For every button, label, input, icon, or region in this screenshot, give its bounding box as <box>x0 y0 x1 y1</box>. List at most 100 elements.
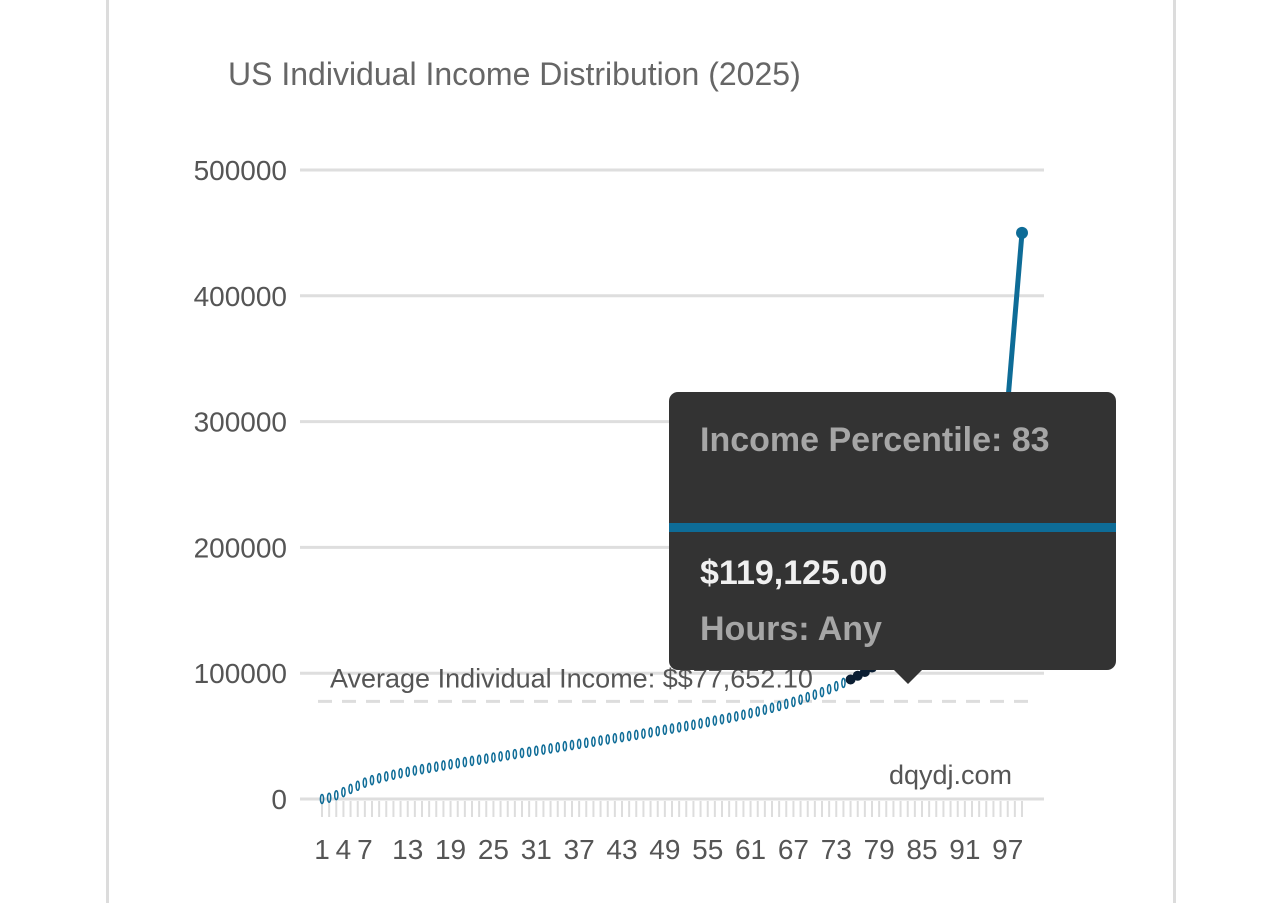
data-point[interactable] <box>448 759 453 770</box>
y-tick-label: 300000 <box>194 407 287 438</box>
data-point[interactable] <box>591 736 596 747</box>
data-point[interactable] <box>748 707 753 719</box>
y-tick-label: 0 <box>271 784 287 815</box>
data-point[interactable] <box>805 691 811 703</box>
x-tick-label: 4 <box>336 834 352 865</box>
data-point[interactable] <box>598 735 603 746</box>
data-point[interactable] <box>369 774 375 786</box>
data-point[interactable] <box>691 719 696 731</box>
data-point[interactable] <box>841 677 846 689</box>
data-point[interactable] <box>569 739 575 751</box>
data-point[interactable] <box>712 715 718 726</box>
data-point[interactable] <box>319 793 325 805</box>
data-point[interactable] <box>362 777 368 788</box>
x-tick-label: 97 <box>992 834 1023 865</box>
data-point[interactable] <box>705 716 711 728</box>
data-point[interactable] <box>655 725 661 737</box>
x-tick-label: 13 <box>392 834 423 865</box>
data-point[interactable] <box>405 766 411 778</box>
data-point[interactable] <box>433 761 439 772</box>
data-point[interactable] <box>512 748 518 760</box>
data-point[interactable] <box>641 728 646 739</box>
data-point[interactable] <box>426 762 432 774</box>
data-point[interactable] <box>355 780 361 792</box>
tooltip-pointer <box>894 670 922 684</box>
data-point[interactable] <box>419 763 425 775</box>
data-point[interactable] <box>791 696 796 708</box>
x-tick-label: 1 <box>314 834 330 865</box>
data-point[interactable] <box>719 713 725 725</box>
data-point[interactable] <box>619 731 625 743</box>
data-point[interactable] <box>726 712 732 724</box>
data-point[interactable] <box>626 730 632 742</box>
y-tick-label: 100000 <box>194 658 287 689</box>
data-point[interactable] <box>341 786 346 798</box>
data-point[interactable] <box>441 760 446 771</box>
series-line-segment <box>1005 232 1025 403</box>
chart-frame <box>106 0 1176 903</box>
x-tick-label: 43 <box>606 834 637 865</box>
data-point[interactable] <box>762 704 768 715</box>
data-point[interactable] <box>476 754 482 766</box>
data-point[interactable] <box>633 729 639 741</box>
data-point[interactable] <box>812 689 818 700</box>
data-point[interactable] <box>798 694 803 705</box>
data-point[interactable] <box>526 746 532 758</box>
y-tick-label: 400000 <box>194 281 287 312</box>
x-tick-label: 67 <box>778 834 809 865</box>
data-point[interactable] <box>733 711 739 722</box>
data-point[interactable] <box>769 702 775 714</box>
data-point[interactable] <box>683 720 689 732</box>
x-tick-label: 61 <box>735 834 766 865</box>
data-point[interactable] <box>662 724 668 736</box>
data-point[interactable] <box>455 757 461 769</box>
data-point[interactable] <box>555 742 561 753</box>
data-point[interactable] <box>819 686 825 698</box>
data-point[interactable] <box>548 743 553 754</box>
x-tick-label: 85 <box>906 834 937 865</box>
x-tick-label: 55 <box>692 834 723 865</box>
data-point[interactable] <box>741 709 746 720</box>
data-point[interactable] <box>505 749 511 761</box>
x-tick-label: 19 <box>435 834 466 865</box>
data-point[interactable] <box>562 740 568 752</box>
data-point[interactable] <box>348 783 353 795</box>
data-point[interactable] <box>376 772 382 784</box>
data-point[interactable] <box>612 732 618 744</box>
data-point[interactable] <box>491 752 496 763</box>
data-point[interactable] <box>333 789 339 801</box>
data-point[interactable] <box>412 765 418 776</box>
data-point[interactable] <box>698 718 703 729</box>
x-tick-label: 73 <box>821 834 852 865</box>
data-point[interactable] <box>326 792 332 803</box>
data-point[interactable] <box>533 745 539 756</box>
data-point[interactable] <box>498 751 503 762</box>
data-point[interactable] <box>1016 226 1028 239</box>
watermark-annotation: dqydj.com <box>889 760 1012 790</box>
data-point[interactable] <box>541 744 546 755</box>
data-point[interactable] <box>469 755 475 767</box>
data-point[interactable] <box>605 734 611 745</box>
data-point[interactable] <box>519 747 525 759</box>
data-point[interactable] <box>833 680 839 692</box>
tooltip-divider <box>669 523 1116 532</box>
data-point[interactable] <box>676 722 682 733</box>
data-point[interactable] <box>483 753 489 764</box>
data-point[interactable] <box>383 771 389 782</box>
x-tick-label: 91 <box>949 834 980 865</box>
data-point[interactable] <box>783 698 789 710</box>
data-point[interactable] <box>669 723 675 734</box>
chart-title: US Individual Income Distribution (2025) <box>228 56 801 92</box>
data-point[interactable] <box>648 727 653 738</box>
data-point[interactable] <box>826 683 832 695</box>
data-point[interactable] <box>398 767 403 779</box>
data-point[interactable] <box>462 756 468 768</box>
data-point[interactable] <box>583 737 589 749</box>
data-point[interactable] <box>776 700 782 712</box>
tooltip-value: $119,125.00 <box>700 554 888 592</box>
y-axis-ticks: 0 100000 200000 300000 400000 500000 <box>194 155 287 815</box>
data-point[interactable] <box>576 738 582 750</box>
y-tick-label: 200000 <box>194 532 287 563</box>
data-point[interactable] <box>391 769 396 780</box>
data-point[interactable] <box>755 706 761 717</box>
